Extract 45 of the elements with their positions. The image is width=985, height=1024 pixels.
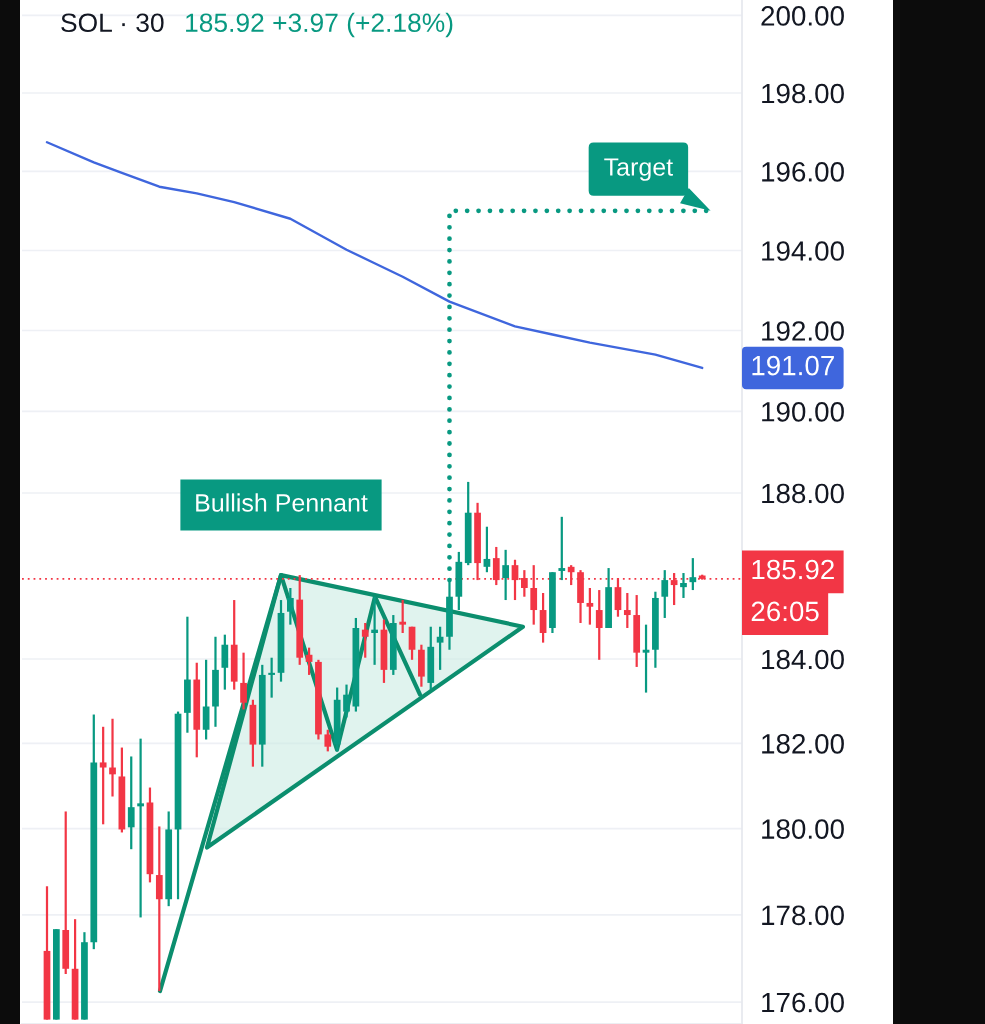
y-tick-label: 180.00 bbox=[762, 819, 844, 839]
y-tick-label: 190.00 bbox=[762, 401, 844, 422]
candlestick bbox=[399, 598, 407, 635]
y-tick-label: 176.00 bbox=[762, 992, 844, 1013]
candlestick bbox=[221, 633, 229, 691]
y-tick-label: 198.00 bbox=[762, 83, 844, 104]
candlestick bbox=[324, 728, 332, 753]
candlestick bbox=[623, 591, 631, 630]
candlestick bbox=[343, 683, 350, 719]
candlestick bbox=[109, 717, 116, 798]
candlestick bbox=[595, 588, 603, 661]
y-tick-label: 200.00 bbox=[761, 6, 844, 26]
candlestick bbox=[642, 623, 650, 694]
candlestick bbox=[240, 651, 247, 711]
y-tick-label: 192.00 bbox=[762, 321, 844, 341]
data-label: 191.07 bbox=[752, 355, 834, 376]
chart-subtitle: 185.92 +3.97 (+2.18%) bbox=[186, 12, 453, 38]
candlestick bbox=[614, 576, 622, 618]
candlestick bbox=[286, 586, 294, 626]
ref-line-label: 185.92 bbox=[752, 559, 834, 580]
candlestick bbox=[99, 725, 107, 826]
y-tick-label: 196.00 bbox=[762, 162, 844, 182]
y-tick-label: 184.00 bbox=[762, 649, 844, 670]
candlestick bbox=[680, 571, 687, 600]
candlestick bbox=[268, 656, 276, 699]
candlestick bbox=[137, 737, 144, 919]
candlestick bbox=[371, 595, 378, 666]
y-tick-label: 194.00 bbox=[762, 241, 844, 261]
candlestick bbox=[689, 557, 697, 592]
candlestick bbox=[502, 548, 510, 602]
candlestick bbox=[661, 569, 669, 620]
candlestick bbox=[586, 586, 594, 626]
candlestick bbox=[436, 625, 444, 671]
y-tick-label: 182.00 bbox=[762, 733, 844, 754]
ref-line-label: Target bbox=[604, 158, 673, 181]
annotation: Bullish Pennant bbox=[196, 493, 368, 512]
chart-title: SOL · 30 bbox=[61, 13, 164, 33]
candlestick bbox=[361, 621, 369, 659]
line-series bbox=[45, 141, 704, 370]
y-tick-label: 188.00 bbox=[762, 483, 844, 504]
candlestick bbox=[483, 525, 491, 574]
candlestick bbox=[558, 515, 566, 582]
text: 26:05 bbox=[751, 601, 819, 622]
y-tick-label: 178.00 bbox=[762, 905, 844, 926]
candlestick bbox=[127, 755, 135, 851]
